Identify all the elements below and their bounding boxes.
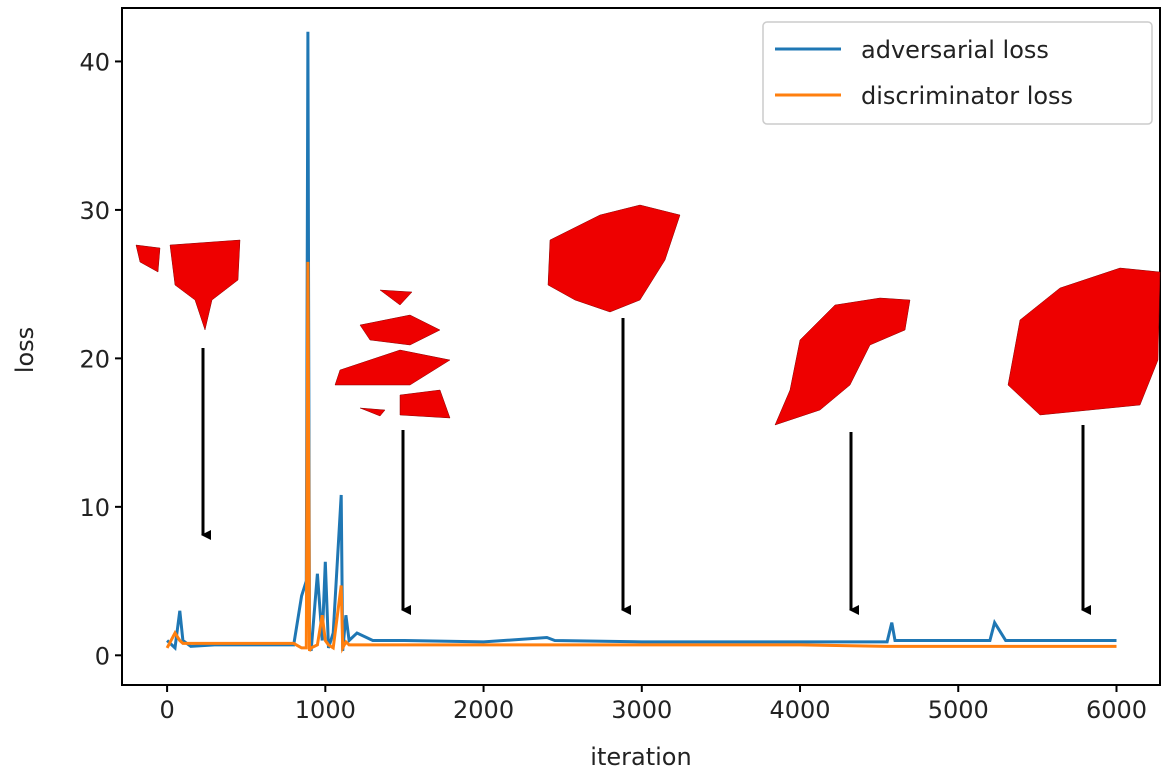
shape-sample xyxy=(169,239,241,331)
shape-sample xyxy=(547,204,681,313)
series-line xyxy=(165,261,1117,654)
plot-area: 0 1000 2000 3000 4000 5000 6000 0 10 20 30 40 advers… xyxy=(79,7,1161,724)
y-tick-label: 20 xyxy=(79,345,110,373)
x-tick-label: 6000 xyxy=(1086,696,1147,724)
shape-sample xyxy=(334,289,451,419)
shape-sample xyxy=(135,244,161,273)
legend-box xyxy=(762,21,1153,125)
x-tick-label: 0 xyxy=(159,696,174,724)
y-tick-label: 0 xyxy=(95,642,110,670)
x-tick-label: 5000 xyxy=(928,696,989,724)
decorations xyxy=(135,204,1161,615)
shape-sample xyxy=(774,297,911,426)
x-axis-label: iteration xyxy=(590,743,691,771)
x-tick-label: 3000 xyxy=(611,696,672,724)
shape-sample xyxy=(1007,267,1161,416)
y-tick-label: 10 xyxy=(79,494,110,522)
legend-label: discriminator loss xyxy=(861,82,1073,110)
y-axis-label: loss xyxy=(11,327,39,373)
legend: adversarial loss discriminator loss xyxy=(762,21,1153,125)
legend-label: adversarial loss xyxy=(861,36,1049,64)
y-tick-label: 30 xyxy=(79,197,110,225)
x-tick-label: 4000 xyxy=(769,696,830,724)
x-tick-label: 1000 xyxy=(295,696,356,724)
x-tick-label: 2000 xyxy=(453,696,514,724)
y-tick-label: 40 xyxy=(79,48,110,76)
